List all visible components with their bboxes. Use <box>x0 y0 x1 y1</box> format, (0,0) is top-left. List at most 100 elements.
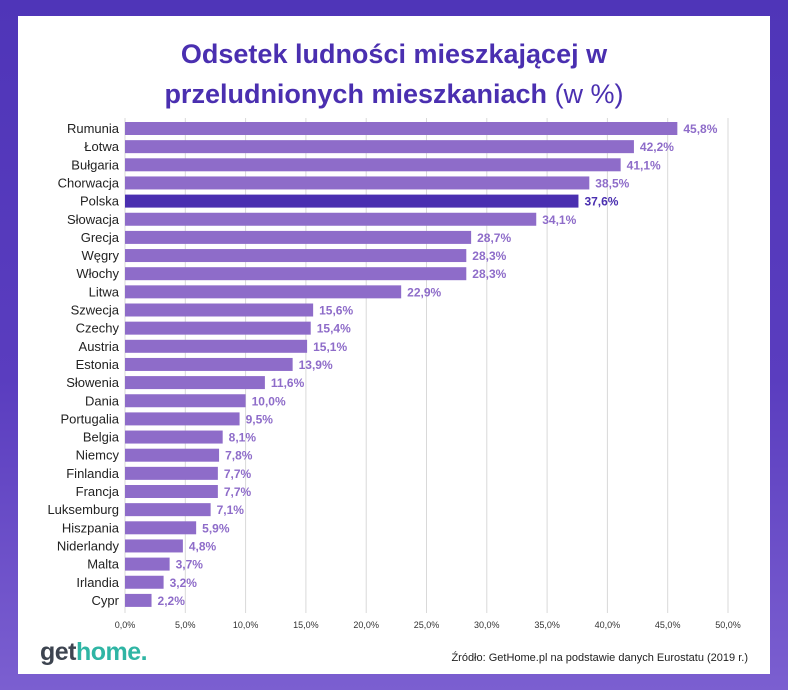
x-tick-label: 20,0% <box>353 620 379 630</box>
x-tick-label: 30,0% <box>474 620 500 630</box>
value-label: 2,2% <box>158 594 186 608</box>
category-label: Niderlandy <box>57 538 120 553</box>
x-tick-label: 25,0% <box>414 620 440 630</box>
category-label: Rumunia <box>67 121 120 136</box>
bar <box>125 593 152 607</box>
value-label: 7,7% <box>224 467 252 481</box>
value-label: 3,2% <box>170 576 198 590</box>
category-label: Węgry <box>81 248 119 263</box>
x-tick-label: 50,0% <box>715 620 741 630</box>
value-label: 15,4% <box>317 322 351 336</box>
value-label: 41,1% <box>627 158 661 172</box>
bar <box>125 448 220 462</box>
x-tick-label: 15,0% <box>293 620 319 630</box>
logo-home: home. <box>76 638 148 666</box>
category-label: Bułgaria <box>71 157 119 172</box>
bar-chart: Rumunia 45,8% Łotwa 42,2% Bułgaria 41,1% Chorw… <box>47 118 741 630</box>
bar <box>125 394 246 408</box>
value-label: 13,9% <box>299 358 333 372</box>
bar <box>125 194 579 208</box>
value-label: 3,7% <box>176 558 204 572</box>
bar <box>125 503 211 517</box>
value-label: 7,1% <box>217 503 245 517</box>
value-label: 5,9% <box>202 521 230 535</box>
category-label: Belgia <box>83 430 120 445</box>
chart-title-unit: (w %) <box>554 79 624 109</box>
x-tick-label: 35,0% <box>534 620 560 630</box>
category-label: Włochy <box>76 266 119 281</box>
bar <box>125 212 537 226</box>
value-label: 7,8% <box>225 449 253 463</box>
category-label: Dania <box>85 393 120 408</box>
category-label: Irlandia <box>76 575 119 590</box>
value-label: 38,5% <box>595 176 629 190</box>
category-label: Portugalia <box>60 411 119 426</box>
value-label: 15,6% <box>319 304 353 318</box>
category-label: Łotwa <box>84 139 119 154</box>
bar <box>125 575 164 589</box>
chart-card: Odsetek ludności mieszkającej w przeludn… <box>18 16 770 674</box>
bar <box>125 303 314 317</box>
value-label: 8,1% <box>229 431 257 445</box>
value-label: 28,7% <box>477 231 511 245</box>
category-label: Słowenia <box>66 375 120 390</box>
value-label: 22,9% <box>407 285 441 299</box>
value-label: 10,0% <box>252 394 286 408</box>
bar <box>125 430 223 444</box>
category-label: Czechy <box>76 321 120 336</box>
chart-title-line2-text: przeludnionych mieszkaniach <box>164 79 548 109</box>
bar <box>125 230 472 244</box>
bar <box>125 249 467 263</box>
bar <box>125 539 183 553</box>
category-label: Chorwacja <box>58 175 120 190</box>
x-tick-label: 0,0% <box>115 620 136 630</box>
x-tick-label: 10,0% <box>233 620 259 630</box>
bar <box>125 521 197 535</box>
value-label: 15,1% <box>313 340 347 354</box>
chart-title-line2: przeludnionych mieszkaniach (w %) <box>18 74 770 114</box>
category-label: Słowacja <box>67 212 120 227</box>
bar <box>125 267 467 281</box>
value-label: 28,3% <box>472 267 506 281</box>
chart-title: Odsetek ludności mieszkającej w przeludn… <box>18 34 770 114</box>
bar <box>125 285 402 299</box>
source-note: Źródło: GetHome.pl na podstawie danych E… <box>451 652 748 664</box>
bar <box>125 357 293 371</box>
x-tick-label: 40,0% <box>595 620 621 630</box>
value-label: 11,6% <box>271 376 305 390</box>
x-tick-label: 5,0% <box>175 620 196 630</box>
value-label: 42,2% <box>640 140 674 154</box>
category-label: Niemcy <box>76 448 120 463</box>
category-label: Cypr <box>92 593 120 608</box>
bar <box>125 412 240 426</box>
logo-get: get <box>40 638 77 666</box>
bar <box>125 321 311 335</box>
category-label: Estonia <box>76 357 120 372</box>
bar <box>125 122 678 135</box>
value-label: 34,1% <box>542 213 576 227</box>
value-label: 45,8% <box>683 122 717 136</box>
category-label: Szwecja <box>71 303 120 318</box>
category-label: Polska <box>80 194 120 209</box>
value-label: 7,7% <box>224 485 252 499</box>
chart-title-line1: Odsetek ludności mieszkającej w <box>180 39 608 69</box>
value-label: 9,5% <box>246 412 274 426</box>
category-label: Austria <box>79 339 120 354</box>
bar <box>125 557 170 571</box>
value-label: 28,3% <box>472 249 506 263</box>
gethome-logo: gethome. <box>40 638 148 667</box>
category-label: Francja <box>76 484 120 499</box>
value-label: 4,8% <box>189 539 217 553</box>
bar <box>125 466 218 480</box>
category-label: Litwa <box>89 284 120 299</box>
category-label: Finlandia <box>66 466 120 481</box>
x-tick-label: 45,0% <box>655 620 681 630</box>
bar <box>125 176 590 190</box>
bar <box>125 485 218 498</box>
value-label: 37,6% <box>584 195 618 209</box>
category-label: Luksemburg <box>47 502 119 517</box>
bar <box>125 376 265 390</box>
bar <box>125 140 634 154</box>
bar <box>125 158 621 172</box>
category-label: Hiszpania <box>62 520 120 535</box>
